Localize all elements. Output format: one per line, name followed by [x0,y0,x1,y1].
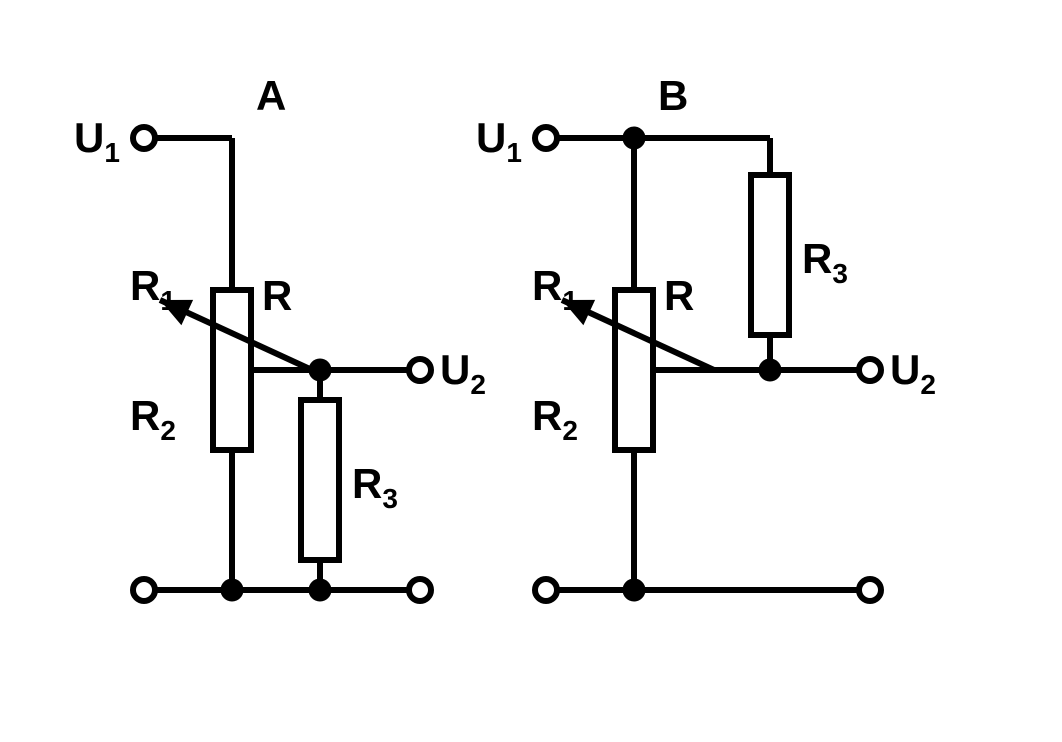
pot-label-R1: R1 [130,262,176,316]
terminal-node [535,127,557,149]
resistor-label-R3: R3 [802,235,848,289]
junction-node [309,579,331,601]
junction-node [221,579,243,601]
junction-node [623,127,645,149]
junction-node [759,359,781,381]
pot-label-R2: R2 [130,392,176,446]
resistor [301,400,339,560]
terminal-label-U2: U2 [890,346,936,400]
resistor [615,290,653,450]
terminal-node [133,579,155,601]
terminal-node [409,359,431,381]
pot-label-R2: R2 [532,392,578,446]
terminal-node [535,579,557,601]
circuit-title: B [658,72,688,119]
circuit-diagram: A R R3 R1 R2 U1 U2 B R R3 R1 R2 U1 U2 [0,0,1062,742]
terminal-label-U1: U1 [74,114,120,168]
terminal-node [133,127,155,149]
terminal-node [409,579,431,601]
terminal-label-U1: U1 [476,114,522,168]
pot-label-R1: R1 [532,262,578,316]
terminal-node [859,579,881,601]
resistor-label-R: R [262,272,292,319]
junction-node [623,579,645,601]
circuit-title: A [256,72,286,119]
terminal-node [859,359,881,381]
terminal-label-U2: U2 [440,346,486,400]
resistor-label-R3: R3 [352,460,398,514]
resistor [213,290,251,450]
resistor-label-R: R [664,272,694,319]
resistor [751,175,789,335]
junction-node [309,359,331,381]
